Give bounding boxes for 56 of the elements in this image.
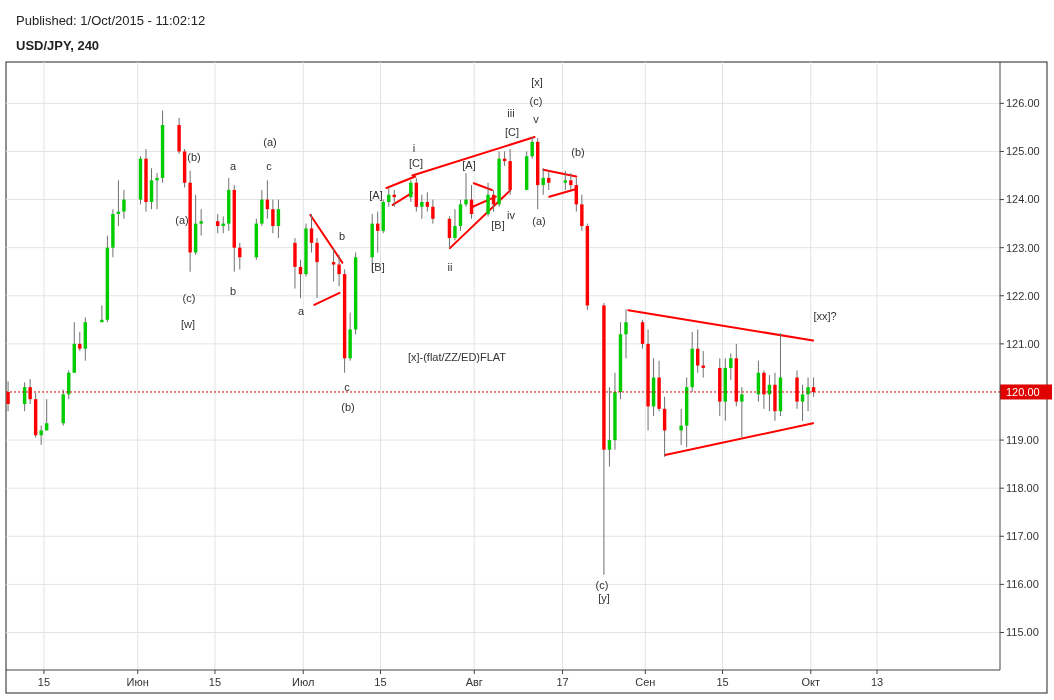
annotation: (a) (532, 214, 546, 227)
annotation: (c) (182, 291, 196, 304)
x-tick-label: 15 (374, 675, 387, 688)
x-tick-label: 15 (37, 675, 51, 688)
annotation: (b) (187, 150, 201, 163)
annotation: [x] (531, 75, 543, 88)
annotation: b (229, 284, 237, 297)
chart-subtitle: Published: 1/Oct/2015 - 11:02:12 (16, 13, 206, 28)
y-tick-label: 121.00 (1006, 337, 1040, 350)
y-tick-label: 119.00 (1006, 433, 1039, 446)
x-tick-label: 17 (556, 675, 569, 688)
annotation: (c) (529, 94, 543, 107)
x-tick-label: 15 (716, 675, 729, 688)
annotation: [A] (462, 158, 476, 171)
y-tick-label: 117.00 (1006, 530, 1039, 543)
x-tick-label: Окт (801, 675, 821, 688)
x-tick-label: 15 (208, 675, 222, 688)
ref-line-label: 120.00 (1006, 385, 1040, 398)
annotation: i (412, 141, 416, 154)
annotation: (a) (263, 135, 277, 148)
y-tick-label: 123.00 (1006, 241, 1040, 254)
x-tick-label: 13 (870, 675, 884, 688)
annotation: [y] (598, 591, 610, 604)
annotation: [C] (504, 125, 520, 138)
y-tick-label: 115.00 (1006, 626, 1039, 639)
annotation: c (266, 159, 273, 172)
annotation: iii (507, 106, 515, 119)
x-tick-label: Июл (292, 675, 315, 688)
annotation: [C] (408, 156, 424, 169)
annotation: (c) (595, 578, 609, 591)
annotation: ii (447, 260, 453, 273)
annotation: [B] (371, 260, 385, 273)
annotation: [w] (180, 317, 196, 330)
annotation: a (229, 159, 237, 172)
y-tick-label: 118.00 (1006, 482, 1039, 495)
x-tick-label: Авг (465, 675, 483, 688)
x-tick-label: Июн (126, 675, 149, 688)
chart-title: USD/JPY, 240 (16, 38, 100, 53)
annotation: [A] (369, 188, 383, 201)
annotation: iv (507, 208, 516, 221)
annotation: [xx]? (813, 309, 837, 322)
y-tick-label: 124.00 (1006, 193, 1040, 206)
annotation: b (338, 229, 346, 242)
y-tick-label: 116.00 (1006, 578, 1039, 591)
x-tick-label: Сен (635, 675, 656, 688)
annotation: [x]-(flat/ZZ/ED)FLAT (407, 350, 507, 363)
annotation: (b) (341, 400, 355, 413)
annotation: (b) (571, 145, 585, 158)
annotation: v (533, 112, 540, 125)
y-tick-label: 122.00 (1006, 289, 1040, 302)
annotation: a (297, 304, 305, 317)
annotation: c (344, 380, 351, 393)
annotation: (a) (175, 213, 189, 226)
y-tick-label: 126.00 (1006, 97, 1040, 110)
y-tick-label: 125.00 (1006, 145, 1040, 158)
annotation: [B] (491, 218, 505, 231)
